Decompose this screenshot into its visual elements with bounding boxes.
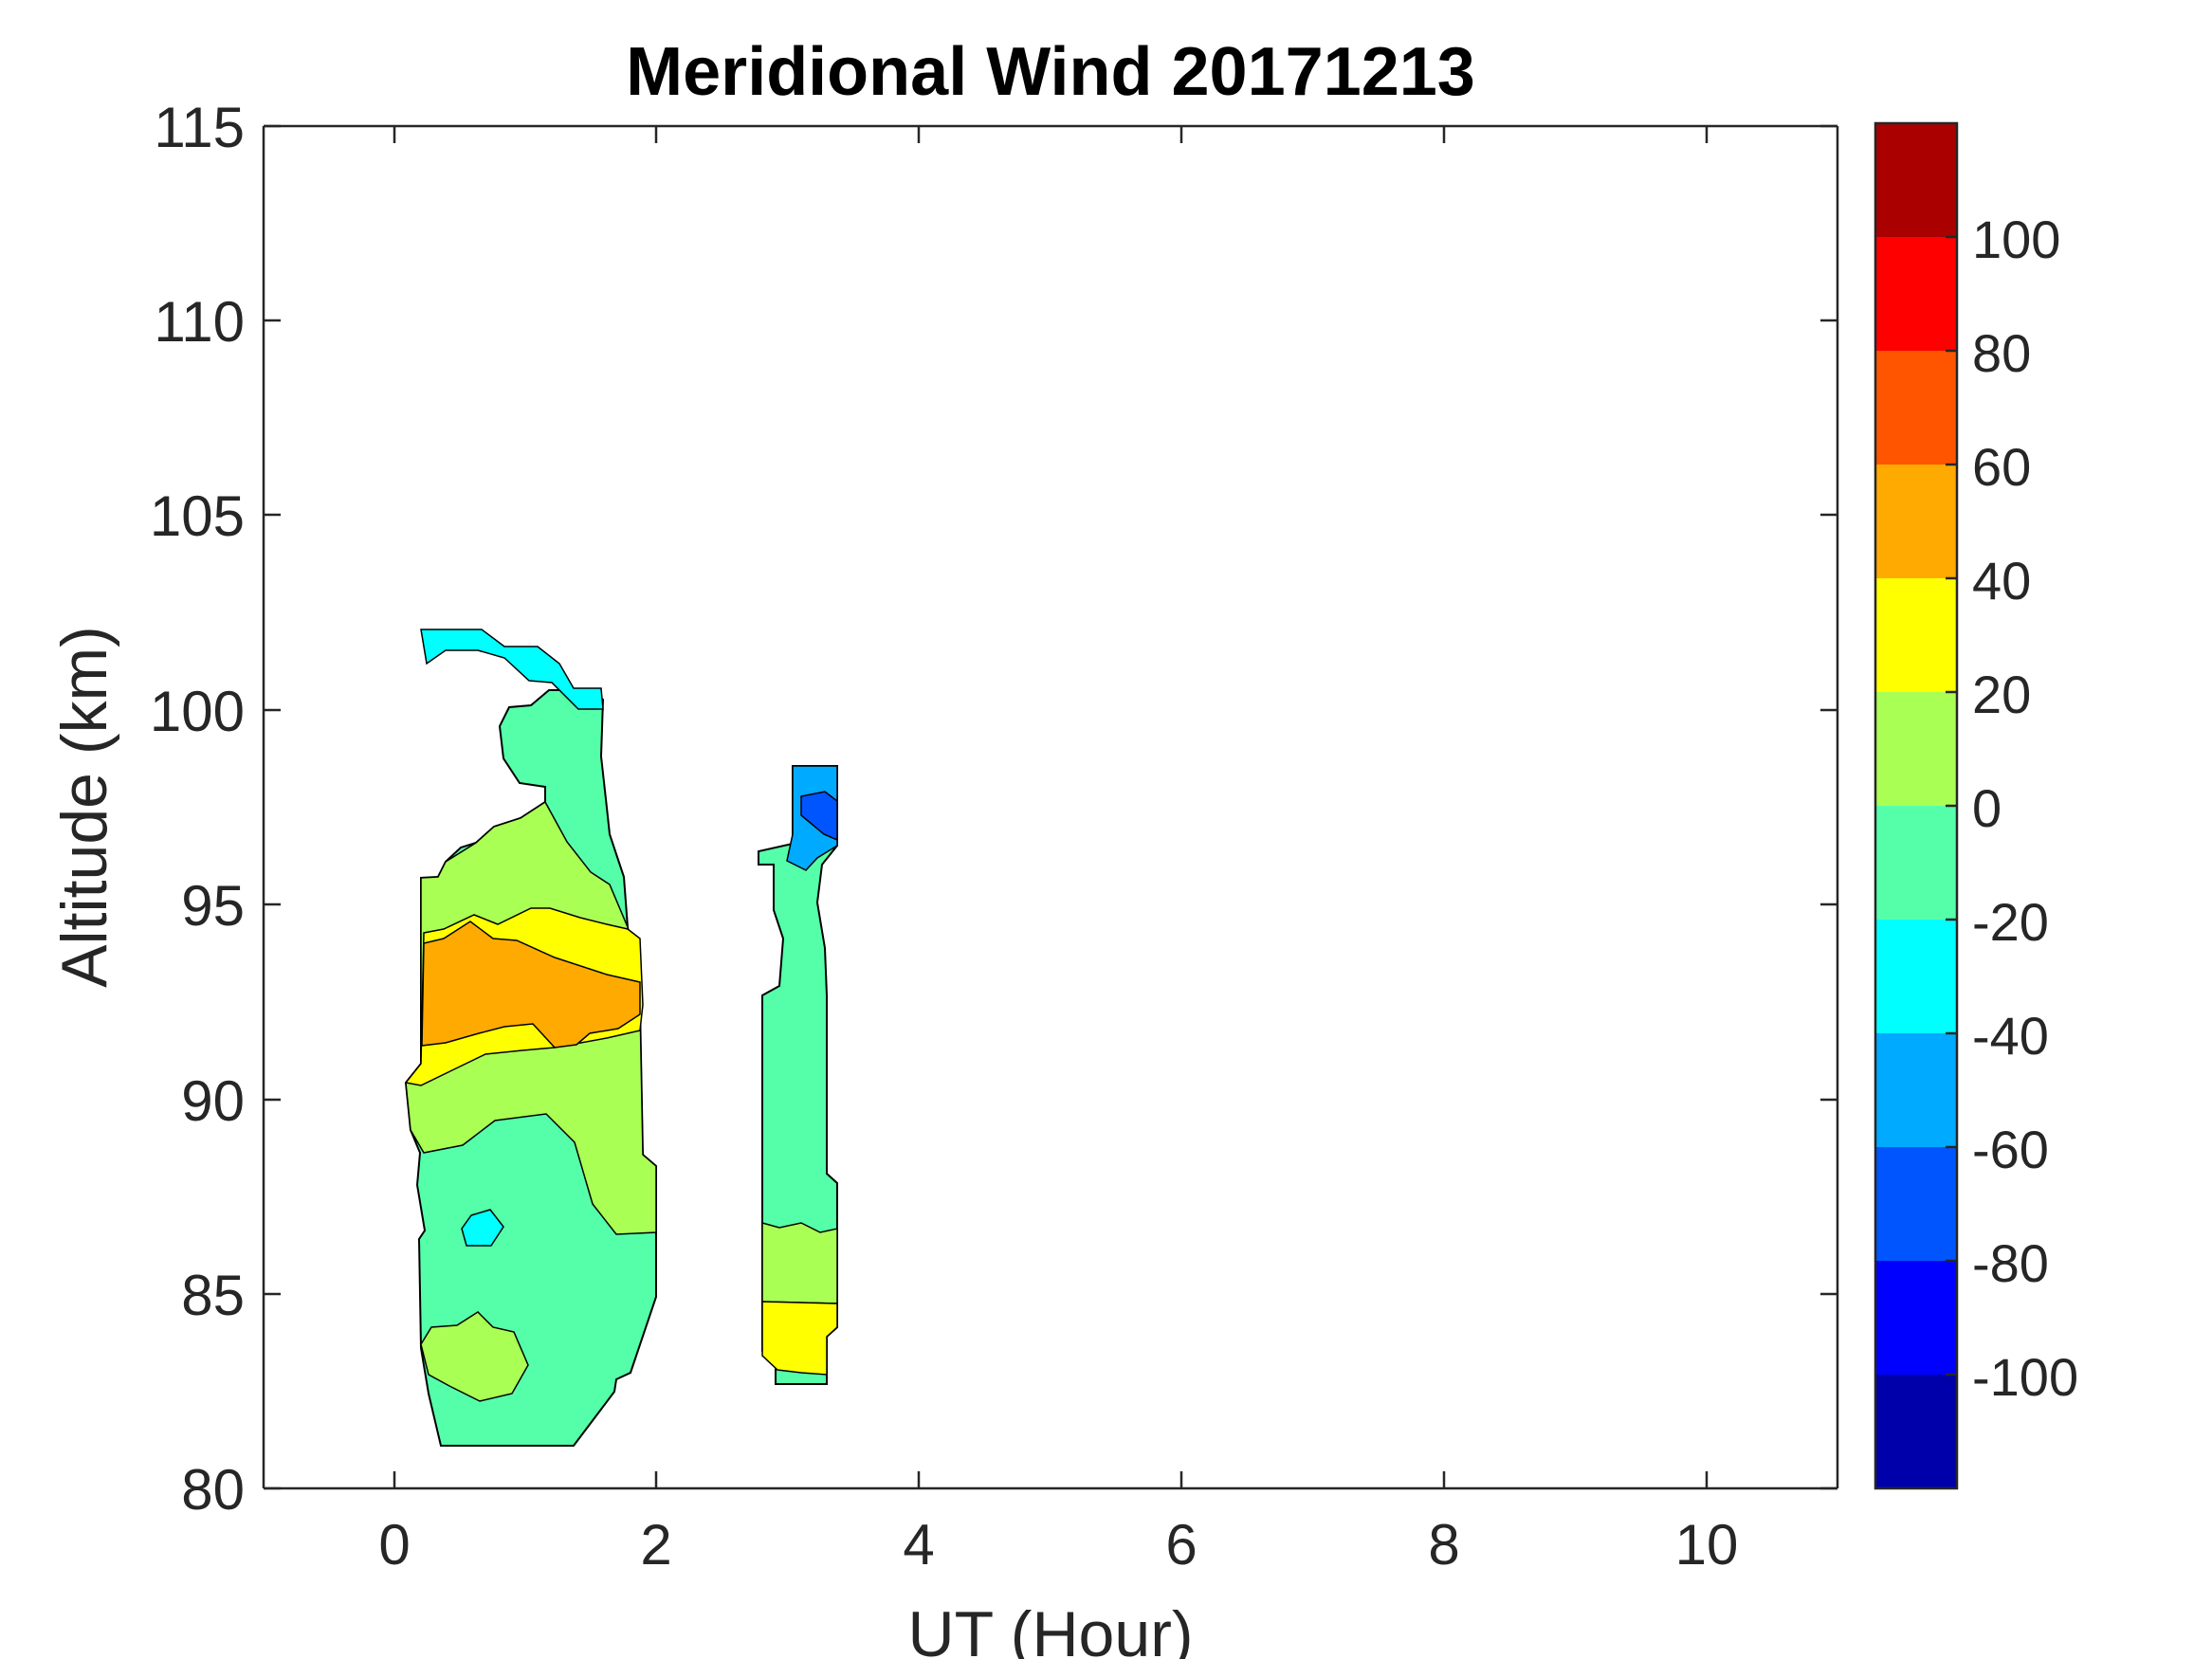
x-tick-6: 6 — [1165, 126, 1197, 1577]
region-left-yellow-green-lower — [420, 1311, 529, 1402]
colorbar-tick-label: 40 — [1972, 551, 2031, 611]
y-tick-label: 95 — [181, 874, 245, 938]
colorbar-band-minus-80 — [1875, 1147, 1957, 1261]
colorbar-tick-20: 20 — [1946, 665, 2031, 724]
x-axis-label: UT (Hour) — [908, 1598, 1194, 1659]
x-tick-4: 4 — [903, 126, 935, 1577]
region-right-yellow — [761, 1301, 838, 1376]
colorbar-tick-label: -20 — [1972, 892, 2049, 952]
colorbar-band-0 — [1875, 692, 1957, 806]
y-axis: 80 85 90 95 100 — [48, 96, 1837, 1522]
colorbar-band-minus-40 — [1875, 920, 1957, 1033]
region-cyan-lower — [461, 1209, 504, 1247]
chart-title: Meridional Wind 20171213 — [626, 34, 1475, 110]
colorbar-tick-minus-20: -20 — [1946, 892, 2049, 952]
x-tick-label: 2 — [640, 1513, 671, 1577]
colorbar-tick-100: 100 — [1946, 210, 2060, 269]
colorbar-tick-label: 20 — [1972, 665, 2031, 724]
colorbar-tick-label: -40 — [1972, 1006, 2049, 1066]
colorbar-band-20 — [1875, 578, 1957, 692]
y-tick-label: 115 — [154, 96, 245, 159]
y-tick-label: 105 — [150, 484, 245, 548]
colorbar-band-60 — [1875, 351, 1957, 465]
colorbar-band-minus-60 — [1875, 1033, 1957, 1147]
region-right-yellow-green — [761, 1222, 838, 1304]
colorbar-tick-40: 40 — [1946, 551, 2031, 611]
colorbar-band-100 — [1875, 123, 1957, 237]
plot-frame — [262, 124, 1839, 1490]
colorbar-band-minus-20 — [1875, 806, 1957, 920]
region-cyan-top — [420, 629, 604, 710]
colorbar-tick-label: 60 — [1972, 437, 2031, 497]
colorbar-tick-label: -100 — [1972, 1347, 2078, 1407]
colorbar-tick-minus-80: -80 — [1946, 1233, 2049, 1293]
y-tick-100: 100 — [150, 680, 1837, 743]
y-tick-label: 85 — [181, 1264, 245, 1327]
y-tick-90: 90 — [181, 1069, 1837, 1133]
plot-area: 0 2 4 6 8 — [48, 96, 1839, 1659]
contour-fill — [404, 629, 838, 1447]
colorbar-tick-label: -60 — [1972, 1120, 2049, 1179]
y-tick-label: 90 — [181, 1069, 245, 1133]
colorbar-tick-60: 60 — [1946, 437, 2031, 497]
region-left-orange — [421, 921, 641, 1048]
y-tick-label: 100 — [150, 680, 245, 743]
x-tick-2: 2 — [640, 126, 672, 1577]
colorbar-tick-0: 0 — [1946, 778, 2002, 838]
x-tick-label: 0 — [378, 1513, 410, 1577]
colorbar-band-80 — [1875, 237, 1957, 351]
colorbar-band-40 — [1875, 465, 1957, 578]
y-tick-85: 85 — [181, 1264, 1837, 1327]
colorbar-tick-label: 0 — [1972, 778, 2002, 838]
colorbar-bands — [1875, 123, 1957, 1488]
x-axis: 0 2 4 6 8 — [378, 126, 1738, 1659]
x-tick-label: 10 — [1675, 1513, 1739, 1577]
y-tick-110: 110 — [154, 290, 1837, 354]
x-tick-0: 0 — [378, 126, 411, 1577]
y-tick-115: 115 — [154, 96, 1837, 159]
colorbar-tick-label: 80 — [1972, 323, 2031, 383]
y-tick-label: 110 — [154, 290, 245, 354]
x-tick-label: 4 — [903, 1513, 934, 1577]
region-right-darkblue — [800, 791, 838, 842]
y-tick-80: 80 — [181, 1458, 1837, 1522]
x-tick-label: 8 — [1428, 1513, 1459, 1577]
x-tick-8: 8 — [1428, 126, 1460, 1577]
colorbar-tick-label: -80 — [1972, 1233, 2049, 1293]
y-tick-95: 95 — [181, 874, 1837, 938]
y-axis-label: Altitude (km) — [48, 626, 120, 988]
colorbar-tick-minus-100: -100 — [1946, 1347, 2078, 1407]
x-tick-10: 10 — [1675, 126, 1739, 1577]
colorbar-band-minus-100 — [1875, 1261, 1957, 1375]
colorbar-tick-minus-40: -40 — [1946, 1006, 2049, 1066]
y-tick-105: 105 — [150, 484, 1837, 548]
colorbar-ticks: 100 80 60 40 20 0 — [1946, 210, 2078, 1407]
y-tick-label: 80 — [181, 1458, 245, 1522]
x-tick-label: 6 — [1165, 1513, 1197, 1577]
colorbar: 100 80 60 40 20 0 — [1874, 121, 2078, 1490]
colorbar-tick-label: 100 — [1972, 210, 2060, 269]
colorbar-tick-80: 80 — [1946, 323, 2031, 383]
colorbar-tick-minus-60: -60 — [1946, 1120, 2049, 1179]
colorbar-band-minus-120 — [1875, 1375, 1957, 1488]
